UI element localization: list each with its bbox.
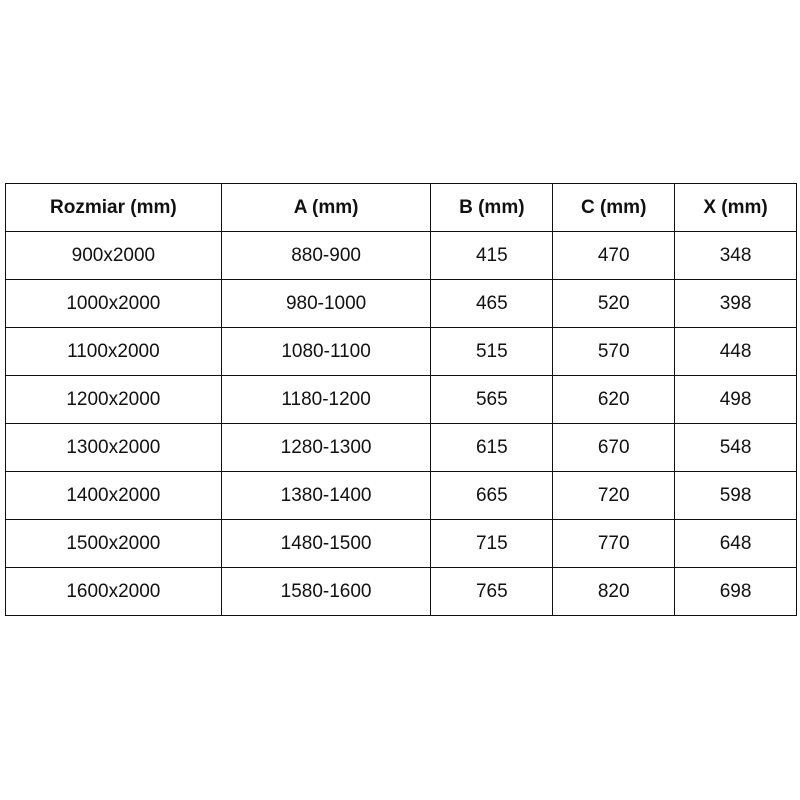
table-cell: 1500x2000 [5, 519, 222, 568]
table-cell: 698 [674, 567, 797, 616]
table-cell: 570 [552, 327, 676, 376]
column-header: Rozmiar (mm) [5, 183, 222, 232]
column-header: X (mm) [674, 183, 797, 232]
table-cell: 1580-1600 [220, 567, 432, 616]
table-cell: 1300x2000 [5, 423, 222, 472]
table-cell: 715 [430, 519, 554, 568]
table-cell: 565 [430, 375, 554, 424]
table-row: 900x2000 880-900 415 470 348 [5, 231, 797, 280]
dimensions-table: Rozmiar (mm) A (mm) B (mm) C (mm) X (mm) 900… [5, 183, 797, 616]
table-cell: 1180-1200 [220, 375, 432, 424]
table-cell: 820 [552, 567, 676, 616]
table-cell: 1380-1400 [220, 471, 432, 520]
column-header: A (mm) [220, 183, 432, 232]
table-cell: 498 [674, 375, 797, 424]
table-cell: 1600x2000 [5, 567, 222, 616]
table-cell: 765 [430, 567, 554, 616]
table-cell: 900x2000 [5, 231, 222, 280]
table-cell: 465 [430, 279, 554, 328]
table-cell: 348 [674, 231, 797, 280]
table-cell: 620 [552, 375, 676, 424]
table-cell: 1000x2000 [5, 279, 222, 328]
table-cell: 548 [674, 423, 797, 472]
table-cell: 415 [430, 231, 554, 280]
table-cell: 520 [552, 279, 676, 328]
column-header: C (mm) [552, 183, 676, 232]
header-row: Rozmiar (mm) A (mm) B (mm) C (mm) X (mm) [5, 183, 797, 232]
table-row: 1500x2000 1480-1500 715 770 648 [5, 519, 797, 568]
table-row: 1000x2000 980-1000 465 520 398 [5, 279, 797, 328]
table-cell: 1100x2000 [5, 327, 222, 376]
table-row: 1300x2000 1280-1300 615 670 548 [5, 423, 797, 472]
table-cell: 670 [552, 423, 676, 472]
table-cell: 1400x2000 [5, 471, 222, 520]
table-cell: 1080-1100 [220, 327, 432, 376]
table-cell: 980-1000 [220, 279, 432, 328]
table-cell: 770 [552, 519, 676, 568]
table-cell: 448 [674, 327, 797, 376]
column-header: B (mm) [430, 183, 554, 232]
table-row: 1400x2000 1380-1400 665 720 598 [5, 471, 797, 520]
table-row: 1100x2000 1080-1100 515 570 448 [5, 327, 797, 376]
table-cell: 880-900 [220, 231, 432, 280]
table-cell: 515 [430, 327, 554, 376]
table-cell: 615 [430, 423, 554, 472]
table-cell: 1200x2000 [5, 375, 222, 424]
table-cell: 1480-1500 [220, 519, 432, 568]
table-row: 1200x2000 1180-1200 565 620 498 [5, 375, 797, 424]
table-row: 1600x2000 1580-1600 765 820 698 [5, 567, 797, 616]
table-cell: 470 [552, 231, 676, 280]
table-cell: 648 [674, 519, 797, 568]
table-cell: 665 [430, 471, 554, 520]
table-cell: 1280-1300 [220, 423, 432, 472]
table-cell: 398 [674, 279, 797, 328]
table-cell: 598 [674, 471, 797, 520]
table-cell: 720 [552, 471, 676, 520]
